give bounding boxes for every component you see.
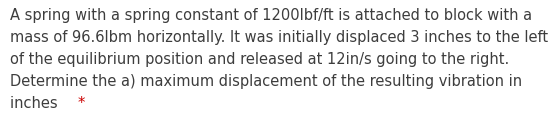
- Text: Determine the a) maximum displacement of the resulting vibration in: Determine the a) maximum displacement of…: [10, 74, 522, 89]
- Text: *: *: [77, 96, 85, 111]
- Text: inches: inches: [10, 96, 62, 111]
- Text: A spring with a spring constant of 1200lbf/ft is attached to block with a: A spring with a spring constant of 1200l…: [10, 8, 532, 23]
- Text: of the equilibrium position and released at 12in/s going to the right.: of the equilibrium position and released…: [10, 52, 509, 67]
- Text: mass of 96.6lbm horizontally. It was initially displaced 3 inches to the left: mass of 96.6lbm horizontally. It was ini…: [10, 30, 548, 45]
